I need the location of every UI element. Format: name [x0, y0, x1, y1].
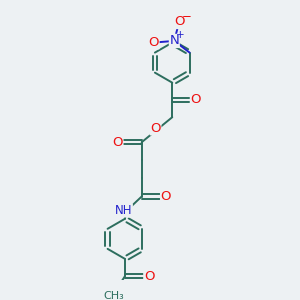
- Text: CH₃: CH₃: [103, 292, 124, 300]
- Text: O: O: [190, 93, 201, 106]
- Text: −: −: [182, 10, 192, 23]
- Text: O: O: [160, 190, 171, 203]
- Text: O: O: [144, 270, 154, 283]
- Text: O: O: [148, 36, 159, 49]
- Text: O: O: [150, 122, 161, 135]
- Text: O: O: [175, 16, 185, 28]
- Text: NH: NH: [115, 204, 132, 217]
- Text: +: +: [176, 30, 185, 40]
- Text: O: O: [112, 136, 123, 149]
- Text: N: N: [169, 34, 179, 47]
